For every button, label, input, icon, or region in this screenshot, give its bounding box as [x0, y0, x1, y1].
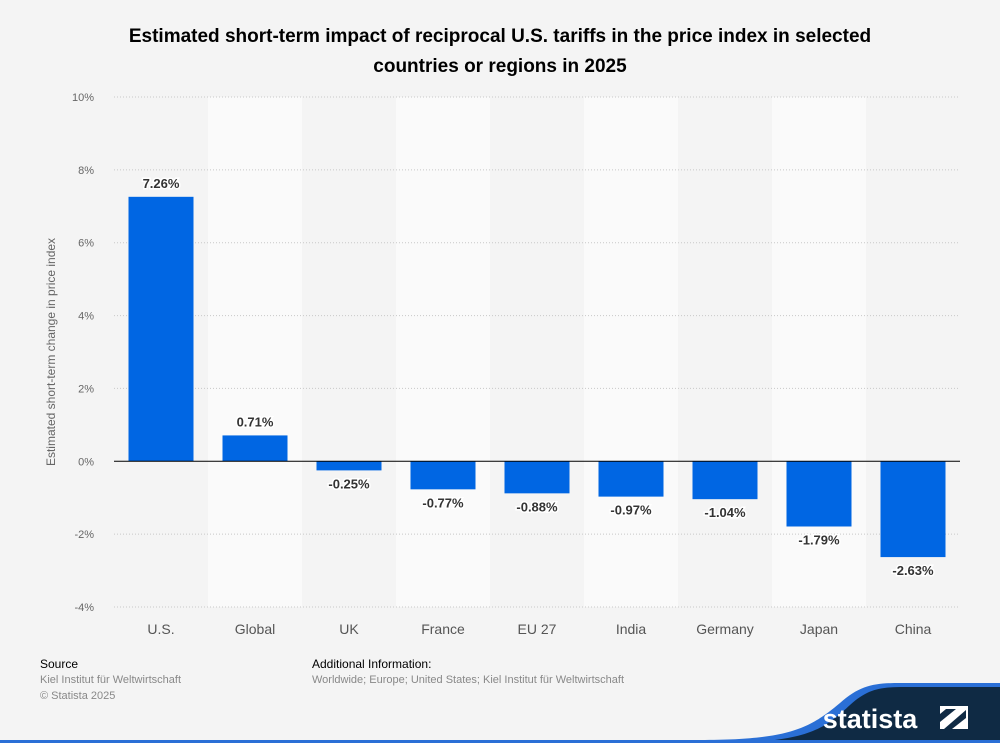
bar-u-s-: [128, 196, 194, 462]
bar-france: [410, 461, 476, 490]
logo-text: statista: [823, 704, 919, 734]
bar-eu-27: [504, 461, 570, 494]
x-tick-label: France: [421, 621, 465, 637]
y-tick-label: 2%: [78, 383, 94, 395]
y-tick-label: 10%: [72, 92, 94, 104]
source-block: Source Kiel Institut für Weltwirtschaft …: [40, 656, 181, 704]
additional-info-text: Worldwide; Europe; United States; Kiel I…: [312, 674, 625, 686]
y-tick-label: -4%: [74, 602, 94, 614]
data-label: -0.77%: [422, 495, 464, 510]
data-label: -1.04%: [704, 505, 746, 520]
additional-info-heading: Additional Information:: [312, 657, 432, 671]
bar-global: [222, 435, 288, 462]
bar-uk: [316, 461, 382, 471]
y-tick-label: 8%: [78, 165, 94, 177]
column-band: [772, 97, 866, 607]
x-tick-label: UK: [339, 621, 359, 637]
bar-germany: [692, 461, 758, 500]
x-tick-label: EU 27: [518, 621, 557, 637]
x-tick-label: Global: [235, 621, 275, 637]
x-tick-label: Germany: [696, 621, 754, 637]
copyright: © Statista 2025: [40, 690, 116, 702]
statista-logo-icon: [940, 706, 968, 729]
x-tick-label: U.S.: [147, 621, 174, 637]
source-heading: Source: [40, 657, 79, 671]
y-tick-label: -2%: [74, 529, 94, 541]
x-tick-label: China: [895, 621, 932, 637]
bar-japan: [786, 461, 852, 527]
data-label: -0.88%: [516, 499, 558, 514]
column-band: [584, 97, 678, 607]
data-label: -0.97%: [610, 503, 652, 518]
data-label: 7.26%: [143, 176, 180, 191]
bar-chart: -4% -2% 0% 2% 4% 6% 8% 10% Estimated short-term …: [44, 92, 960, 637]
bar-india: [598, 461, 664, 497]
data-label: -1.79%: [798, 532, 840, 547]
column-band: [396, 97, 490, 607]
y-tick-label: 6%: [78, 238, 94, 250]
additional-info-block: Additional Information: Worldwide; Europ…: [312, 656, 624, 688]
x-tick-label: Japan: [800, 621, 838, 637]
column-band: [208, 97, 302, 607]
data-label: -0.25%: [328, 476, 370, 491]
x-tick-label: India: [616, 621, 647, 637]
y-tick-label: 4%: [78, 311, 94, 323]
bottom-accent-line: [0, 740, 720, 743]
source-text[interactable]: Kiel Institut für Weltwirtschaft: [40, 674, 182, 686]
data-label: 0.71%: [237, 414, 274, 429]
y-axis-label: Estimated short-term change in price ind…: [44, 238, 58, 466]
y-tick-label: 0%: [78, 456, 94, 468]
data-label: -2.63%: [892, 563, 934, 578]
statista-logo[interactable]: statista: [700, 673, 1000, 743]
bar-china: [880, 461, 946, 558]
chart-title: Estimated short-term impact of reciproca…: [128, 26, 872, 77]
